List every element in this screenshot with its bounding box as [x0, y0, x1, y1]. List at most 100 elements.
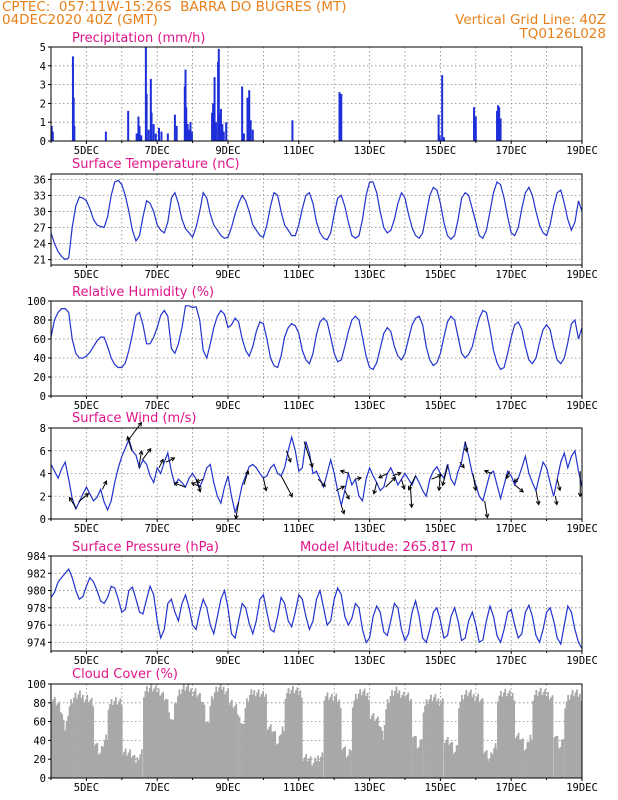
wind-vector — [138, 450, 143, 468]
cloud-bar — [178, 689, 181, 778]
precip-bar — [73, 125, 76, 141]
cloud-bar — [139, 754, 142, 778]
cloud-bar — [229, 702, 232, 778]
wind-panel: 0 2 4 6 8 5DEC 7DEC 9DEC 11DEC 13DEC 15DEC 17DEC 19D… — [40, 411, 598, 535]
cloud-bar — [345, 757, 348, 778]
cloud-bar — [215, 686, 218, 778]
cloud-bar — [430, 694, 432, 778]
wind-vector-head — [513, 478, 519, 483]
pres-xtick-label: 13DEC — [354, 655, 386, 667]
cloud-bar — [536, 695, 539, 778]
cloud-bar — [268, 726, 271, 778]
wind-vector-head — [441, 481, 446, 487]
wind-vector — [191, 482, 202, 488]
cloud-bar — [408, 700, 411, 778]
cloud-bar — [87, 702, 90, 778]
wind-vector-head — [146, 447, 152, 453]
wind-vector-head — [138, 449, 144, 455]
cloud-bar — [147, 691, 150, 778]
precip-bar — [437, 114, 440, 141]
precip-ytick-label: 0 — [40, 136, 46, 148]
wind-vector — [442, 464, 449, 486]
cloud-bar — [420, 739, 423, 778]
rh-ytick-label: 20 — [33, 372, 46, 384]
wind-vector — [141, 448, 152, 461]
cloud-bar — [89, 699, 92, 778]
wind-vector-head — [460, 463, 465, 469]
cloud-bar — [235, 704, 238, 778]
precip-bar — [104, 131, 107, 141]
wind-vector-head — [340, 509, 346, 515]
precip-bar — [154, 133, 157, 141]
cloud-bar — [417, 747, 420, 778]
wind-vector — [340, 505, 345, 514]
wind-vector — [344, 490, 350, 500]
wind-vector-head — [288, 492, 293, 498]
cloud-bar — [366, 692, 369, 778]
cloud-bar — [548, 699, 551, 778]
wind-vector-head — [391, 476, 397, 482]
cloud-bar — [184, 690, 187, 778]
pres-series-line — [50, 567, 583, 649]
cloud-bar — [449, 742, 452, 778]
cloud-bar — [522, 738, 524, 778]
wind-vector — [392, 472, 402, 477]
header-model-code: TQ0126L028 — [519, 26, 606, 42]
cloud-bar — [526, 741, 529, 778]
wind-xtick-label: 15DEC — [425, 523, 457, 535]
cloud-bar — [238, 716, 241, 778]
cloud-bar — [314, 757, 316, 778]
wind-xtick-label: 19DEC — [566, 523, 598, 535]
cloud-bar — [437, 698, 440, 778]
precip-bar — [498, 107, 501, 141]
cloud-bar — [116, 704, 119, 778]
cloud-bar — [245, 698, 248, 778]
cloud-bar — [77, 694, 80, 778]
temp-frame — [50, 173, 583, 266]
precip-bar — [160, 131, 163, 141]
cloud-bar — [299, 690, 302, 778]
cloud-bar — [163, 700, 166, 778]
cloud-bar — [59, 712, 62, 778]
precip-bar — [190, 131, 193, 141]
wind-vector-head — [505, 474, 511, 480]
cloud-bar — [135, 763, 137, 778]
cloud-bar — [56, 703, 59, 778]
cloud-bar — [381, 730, 384, 778]
cloud-bar — [115, 697, 117, 778]
cloud-bar — [427, 704, 429, 778]
cloud-bar — [153, 688, 156, 778]
cloud-ytick-label: 0 — [40, 773, 46, 785]
cloud-bar — [490, 752, 493, 778]
wind-vector-head — [345, 494, 350, 500]
wind-vector-head — [84, 492, 90, 498]
cloud-bar — [466, 696, 469, 778]
cloud-bar — [317, 755, 319, 778]
cloud-bar — [354, 694, 357, 778]
cloud-bar — [169, 718, 172, 778]
wind-ytick-label: 0 — [40, 514, 46, 526]
cloud-bar — [465, 690, 468, 778]
wind-xtick-label: 13DEC — [354, 523, 386, 535]
temp-ytick-label: 33 — [33, 190, 46, 202]
wind-xtick-label: 7DEC — [145, 523, 170, 535]
precip-bar — [218, 114, 221, 141]
cloud-bar — [275, 744, 278, 778]
cloud-bar — [323, 700, 326, 778]
cloud-bar — [559, 747, 562, 778]
wind-vector — [340, 470, 350, 474]
cloud-bar — [129, 749, 131, 778]
cloud-bar — [399, 697, 402, 778]
cloud-bar — [434, 694, 437, 778]
cloud-bar — [385, 709, 388, 778]
cloud-bar — [278, 735, 281, 778]
cloud-bar — [372, 713, 375, 778]
cloud-bar — [51, 702, 53, 778]
cloud-xtick-label: 13DEC — [354, 782, 386, 794]
cloud-bar — [209, 706, 212, 778]
cloud-bar — [443, 742, 446, 778]
cloud-bar — [413, 735, 416, 778]
cloud-bar — [133, 755, 136, 778]
cloud-bar — [542, 692, 545, 778]
